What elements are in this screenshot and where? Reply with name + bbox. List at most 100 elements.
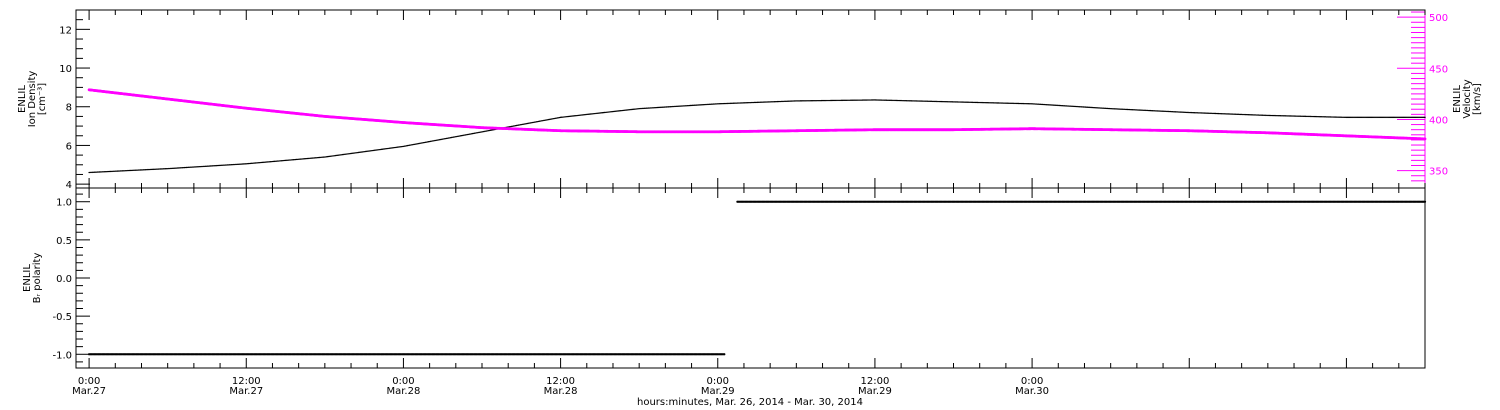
density-series-point [747, 102, 749, 104]
density-series-point [682, 105, 684, 107]
density-series-point [1227, 113, 1229, 115]
density-series-point [363, 150, 366, 153]
density-series-point [229, 164, 232, 166]
density-series-point [1091, 106, 1093, 109]
density-series-point [755, 101, 758, 104]
density-series-point [165, 168, 168, 170]
density-series-point [968, 101, 970, 103]
density-series-point [512, 125, 515, 127]
density-series-point [650, 107, 652, 109]
density-series-point [1226, 113, 1228, 115]
density-series-point [952, 101, 955, 103]
density-series-point [607, 111, 609, 113]
density-series-point [734, 102, 737, 104]
density-series-point [1256, 114, 1259, 116]
density-series-point [785, 100, 787, 103]
density-series-point [578, 114, 581, 116]
density-series-point [196, 166, 198, 168]
density-series-point [675, 105, 677, 108]
density-series-point [1056, 104, 1058, 107]
density-series-point [1083, 106, 1086, 108]
density-series-point [1175, 111, 1178, 113]
density-series-point [832, 99, 834, 102]
density-series-point [347, 153, 349, 155]
density-series-point [407, 144, 410, 147]
density-series-point [98, 171, 101, 173]
density-series-point [906, 100, 909, 102]
density-series-point [247, 162, 250, 165]
density-series-point [1232, 113, 1234, 115]
density-series-point [97, 171, 100, 173]
density-series-point [436, 139, 438, 141]
density-series-point [988, 102, 990, 104]
density-series-point [435, 139, 437, 142]
density-series-point [434, 139, 436, 142]
velocity-axis-label: ENLIL Velocity [km/s] [1452, 79, 1483, 118]
density-series-point [1361, 116, 1363, 119]
density-series-point [590, 113, 592, 115]
density-series-point [1169, 110, 1172, 113]
density-series-point [919, 100, 921, 102]
density-series-point [742, 102, 744, 104]
density-series-point [445, 137, 448, 140]
density-series-point [794, 100, 796, 102]
density-series-point [1367, 116, 1370, 119]
density-series-point [240, 163, 242, 165]
density-series-point [714, 103, 717, 105]
density-series-point [748, 101, 750, 104]
density-series-point [852, 99, 854, 101]
density-series-point [1043, 103, 1046, 106]
density-series-point [1235, 113, 1238, 115]
density-series-point [1363, 116, 1365, 119]
density-series-point [646, 107, 649, 109]
density-series-point [764, 101, 766, 103]
density-series-point [1276, 114, 1278, 117]
density-series-point [931, 100, 934, 103]
density-series-point [1221, 113, 1223, 115]
density-series-point [930, 100, 933, 103]
density-series-point [593, 112, 595, 115]
density-series-point [152, 168, 154, 171]
density-series-point [1109, 107, 1112, 110]
density-series-point [490, 129, 493, 131]
density-series-point [1029, 103, 1031, 105]
density-series-point [1326, 116, 1329, 118]
density-series-point [642, 107, 645, 110]
density-series-point [314, 157, 317, 159]
density-series-point [987, 102, 989, 104]
density-series-point [1409, 116, 1412, 119]
density-series-point [567, 115, 569, 118]
density-series-point [916, 100, 918, 102]
density-series-point [1045, 103, 1047, 106]
density-series-point [1121, 108, 1123, 110]
density-series-point [274, 160, 277, 162]
density-series-point [395, 146, 397, 149]
density-series-point [94, 171, 97, 173]
density-series-point [613, 110, 615, 113]
density-series-point [915, 100, 917, 102]
density-series-point [939, 100, 941, 103]
density-series-point [1203, 112, 1205, 114]
density-series-point [571, 115, 573, 117]
density-series-point [397, 146, 399, 148]
density-series-point [90, 171, 92, 174]
density-series-point [624, 109, 627, 111]
density-series-point [138, 169, 141, 171]
density-series-point [1406, 116, 1408, 119]
density-series-point [925, 100, 927, 102]
density-series-point [227, 164, 230, 166]
density-series-point [1061, 105, 1064, 107]
density-series-point [262, 161, 264, 164]
density-series-point [131, 169, 133, 172]
density-series-point [176, 167, 178, 169]
density-series-point [936, 100, 938, 103]
density-series-point [555, 117, 558, 119]
density-series-point [1190, 111, 1193, 114]
density-series-point [544, 119, 546, 121]
density-series-point [202, 165, 204, 168]
density-series-point [1244, 113, 1246, 116]
density-series-point [1024, 102, 1026, 105]
density-series-point [1030, 103, 1032, 105]
density-series-point [665, 106, 668, 108]
density-series-point [585, 113, 587, 116]
